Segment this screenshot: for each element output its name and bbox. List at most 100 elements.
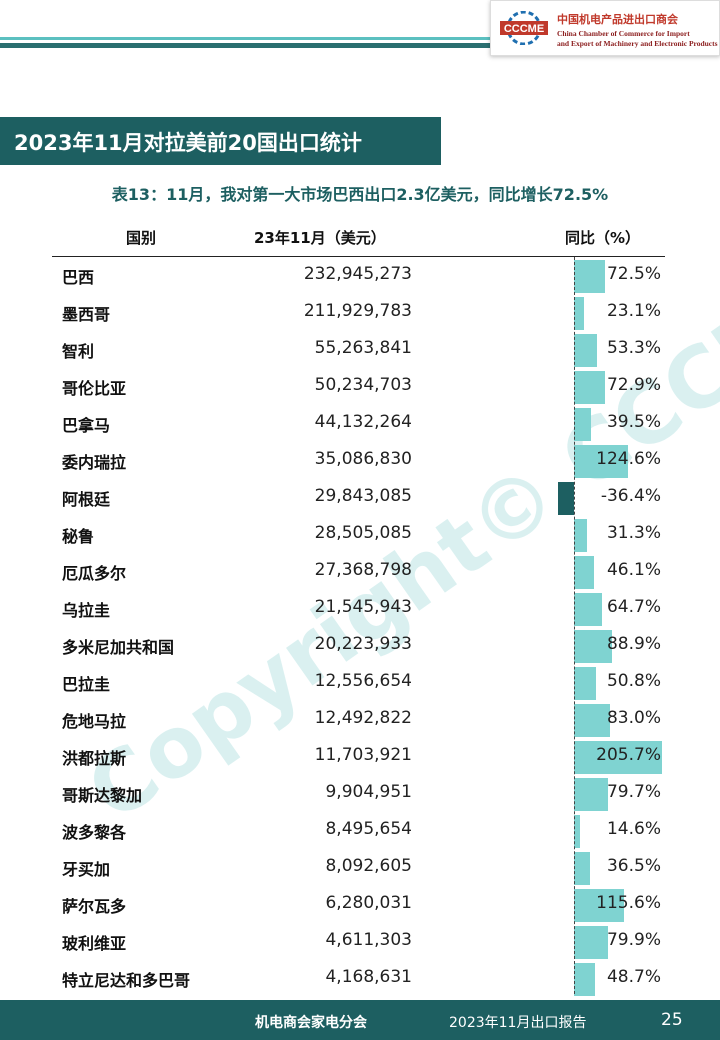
country-name: 波多黎各	[62, 823, 127, 842]
table-row: 多米尼加共和国 20,223,933 88.9%	[0, 628, 720, 665]
yoy-bar	[574, 408, 591, 441]
yoy-bar	[574, 445, 628, 478]
export-value: 12,492,822	[314, 708, 412, 728]
yoy-bar	[574, 334, 597, 367]
country-name: 乌拉圭	[62, 601, 111, 620]
yoy-percent: 50.8%	[606, 671, 661, 691]
header-stripe-light	[0, 37, 505, 40]
yoy-percent: 115.6%	[596, 893, 661, 913]
country-name: 哥斯达黎加	[62, 786, 143, 805]
yoy-percent: 31.3%	[606, 523, 661, 543]
table-row: 秘鲁 28,505,085 31.3%	[0, 517, 720, 554]
yoy-bar	[574, 741, 663, 774]
yoy-percent: 79.7%	[606, 782, 661, 802]
export-value: 9,904,951	[325, 782, 412, 802]
yoy-bar	[574, 260, 606, 293]
yoy-percent: 88.9%	[606, 634, 661, 654]
footer-org: 机电商会家电分会	[255, 1015, 367, 1031]
yoy-percent: 14.6%	[606, 819, 661, 839]
yoy-percent: 205.7%	[596, 745, 661, 765]
yoy-percent: 48.7%	[606, 967, 661, 987]
table-row: 洪都拉斯 11,703,921 205.7%	[0, 739, 720, 776]
yoy-percent: 72.5%	[606, 264, 661, 284]
country-name: 巴拿马	[62, 416, 111, 435]
country-name: 巴西	[62, 268, 95, 287]
column-header-country: 国别	[126, 229, 157, 247]
country-name: 巴拉圭	[62, 675, 111, 694]
export-value: 6,280,031	[325, 893, 412, 913]
yoy-percent: -36.4%	[600, 486, 661, 506]
org-name-cn: 中国机电产品进出口商会	[557, 13, 678, 26]
export-value: 29,843,085	[314, 486, 412, 506]
yoy-bar	[574, 852, 590, 885]
table-row: 乌拉圭 21,545,943 64.7%	[0, 591, 720, 628]
country-name: 墨西哥	[62, 305, 111, 324]
page-title: 2023年11月对拉美前20国出口统计	[14, 131, 362, 155]
table-row: 萨尔瓦多 6,280,031 115.6%	[0, 887, 720, 924]
logo-text: CCCME	[504, 23, 544, 35]
table-row: 玻利维亚 4,611,303 79.9%	[0, 924, 720, 961]
table-caption: 表13：11月，我对第一大市场巴西出口2.3亿美元，同比增长72.5%	[111, 185, 609, 204]
export-value: 50,234,703	[314, 375, 412, 395]
table-row: 波多黎各 8,495,654 14.6%	[0, 813, 720, 850]
export-value: 8,092,605	[325, 856, 412, 876]
table-row: 厄瓜多尔 27,368,798 46.1%	[0, 554, 720, 591]
country-name: 哥伦比亚	[62, 379, 127, 398]
country-name: 智利	[62, 342, 95, 361]
footer-report: 2023年11月出口报告	[449, 1015, 587, 1031]
export-value: 28,505,085	[314, 523, 412, 543]
country-name: 萨尔瓦多	[62, 897, 127, 916]
yoy-percent: 39.5%	[606, 412, 661, 432]
export-value: 27,368,798	[314, 560, 412, 580]
export-value: 4,168,631	[325, 967, 412, 987]
export-value: 21,545,943	[314, 597, 412, 617]
export-value: 11,703,921	[314, 745, 412, 765]
table-row: 委内瑞拉 35,086,830 124.6%	[0, 443, 720, 480]
yoy-percent: 53.3%	[606, 338, 661, 358]
page-footer: 机电商会家电分会 2023年11月出口报告 25	[0, 1000, 720, 1040]
cccme-logo-icon: CCCME	[500, 11, 548, 45]
table-row: 特立尼达和多巴哥 4,168,631 48.7%	[0, 961, 720, 998]
country-name: 委内瑞拉	[62, 453, 127, 472]
export-value: 20,223,933	[314, 634, 412, 654]
column-header-yoy: 同比（%）	[565, 229, 641, 247]
country-name: 秘鲁	[62, 527, 95, 546]
yoy-bar	[574, 815, 581, 848]
table-row: 牙买加 8,092,605 36.5%	[0, 850, 720, 887]
table-row: 智利 55,263,841 53.3%	[0, 332, 720, 369]
country-name: 玻利维亚	[62, 934, 127, 953]
country-name: 特立尼达和多巴哥	[62, 971, 191, 990]
yoy-percent: 124.6%	[596, 449, 661, 469]
yoy-bar	[558, 482, 574, 515]
yoy-bar	[574, 297, 584, 330]
country-name: 危地马拉	[62, 712, 127, 731]
export-value: 232,945,273	[303, 264, 412, 284]
yoy-percent: 72.9%	[606, 375, 661, 395]
export-value: 55,263,841	[314, 338, 412, 358]
org-name-en-line2: and Export of Machinery and Electronic P…	[557, 39, 718, 48]
yoy-bar	[574, 593, 602, 626]
yoy-percent: 46.1%	[606, 560, 661, 580]
table-row: 巴西 232,945,273 72.5%	[0, 258, 720, 295]
table-row: 巴拉圭 12,556,654 50.8%	[0, 665, 720, 702]
yoy-bar	[574, 889, 624, 922]
yoy-bar	[574, 926, 609, 959]
table-row: 巴拿马 44,132,264 39.5%	[0, 406, 720, 443]
export-value: 8,495,654	[325, 819, 412, 839]
page-title-bar: 2023年11月对拉美前20国出口统计	[0, 117, 441, 165]
export-value: 4,611,303	[325, 930, 412, 950]
export-value: 44,132,264	[314, 412, 412, 432]
bar-zero-axis	[574, 257, 575, 994]
export-value: 35,086,830	[314, 449, 412, 469]
yoy-bar	[574, 778, 609, 811]
country-name: 多米尼加共和国	[62, 638, 175, 657]
country-name: 牙买加	[62, 860, 111, 879]
org-logo-block: CCCME 中国机电产品进出口商会 China Chamber of Comme…	[490, 0, 720, 56]
yoy-bar	[574, 667, 596, 700]
table-row: 危地马拉 12,492,822 83.0%	[0, 702, 720, 739]
yoy-bar	[574, 704, 610, 737]
yoy-bar	[574, 630, 613, 663]
table-row: 墨西哥 211,929,783 23.1%	[0, 295, 720, 332]
export-value: 211,929,783	[303, 301, 412, 321]
yoy-percent: 83.0%	[606, 708, 661, 728]
